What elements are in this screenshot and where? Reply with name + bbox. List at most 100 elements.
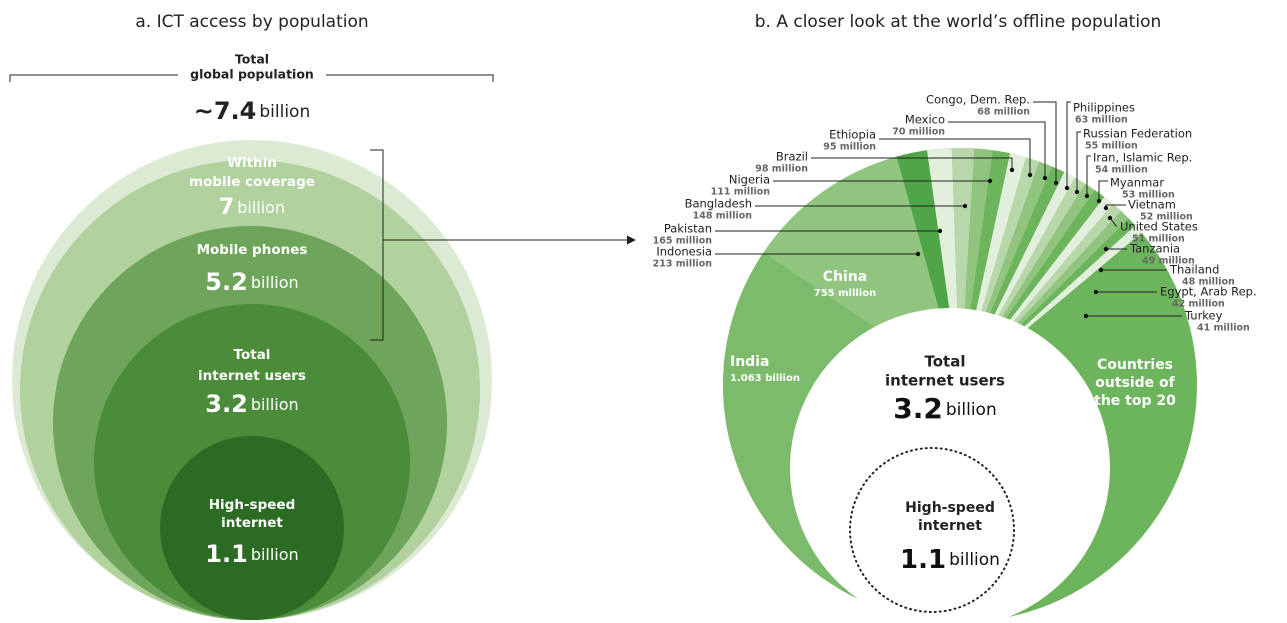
leader-dot: [915, 251, 921, 257]
country-value: 165 million: [653, 236, 713, 247]
figure-unit: billion: [251, 545, 299, 564]
country-value: 55 million: [1085, 141, 1138, 152]
bracket: [370, 149, 384, 341]
country-value: 213 million: [653, 259, 713, 270]
circle-label: mobile coverage: [189, 174, 315, 190]
arrow-head: [627, 235, 636, 245]
figure-value: 1.1: [900, 545, 946, 575]
leader-dot: [1074, 189, 1080, 195]
label: China: [823, 269, 867, 285]
leader-dot: [1083, 313, 1089, 319]
country-name: Bangladesh: [685, 197, 752, 211]
country-name: Russian Federation: [1083, 127, 1192, 141]
label: High-speed: [905, 500, 995, 516]
panel-title: a. ICT access by population: [135, 12, 368, 32]
leader-dot: [1042, 175, 1048, 181]
country-value: 98 million: [755, 164, 808, 175]
leader-dot: [1053, 180, 1059, 186]
label: 1.063 billion: [730, 373, 800, 384]
circle-label: internet: [221, 515, 283, 531]
country-name: Iran, Islamic Rep.: [1093, 151, 1192, 165]
circle-label: Mobile phones: [197, 242, 308, 258]
country-name: United States: [1120, 220, 1198, 234]
leader-line: [811, 157, 1013, 170]
label: 755 million: [814, 288, 876, 299]
highspeed-circle: [849, 447, 1015, 613]
figure: 1.1 billion: [205, 540, 298, 568]
country-value: 63 million: [1075, 115, 1128, 126]
country-name: Congo, Dem. Rep.: [926, 93, 1030, 107]
leader-dot: [962, 203, 968, 209]
leader-dot: [1107, 215, 1113, 221]
country-name: Mexico: [905, 113, 945, 127]
leader-dot: [1027, 172, 1033, 178]
figure-value: 5.2: [205, 268, 248, 296]
figure-value: ~7.4: [194, 97, 257, 125]
leader-line: [1098, 180, 1108, 201]
total-label: Total: [235, 52, 269, 67]
country-name: Philippines: [1073, 101, 1135, 115]
figure: 1.1 billion: [900, 545, 1000, 575]
label: Countries: [1097, 357, 1173, 373]
country-value: 54 million: [1095, 165, 1148, 176]
country-value: 95 million: [823, 142, 876, 153]
leader-dot: [1064, 185, 1070, 191]
leader-line: [1086, 155, 1091, 196]
figure: 7 billion: [219, 195, 285, 220]
figure-value: 3.2: [205, 390, 248, 418]
country-value: 111 million: [711, 187, 771, 198]
country-value: 41 million: [1197, 323, 1250, 334]
leader-line: [1066, 101, 1071, 188]
circle-label: internet users: [198, 368, 306, 384]
label: India: [730, 354, 769, 370]
country-value: 52 million: [1140, 212, 1193, 223]
leader-dot: [1093, 289, 1099, 295]
country-name: Myanmar: [1110, 176, 1164, 190]
label: outside of: [1095, 375, 1175, 391]
figure-unit: billion: [259, 102, 310, 122]
figure-unit: billion: [946, 400, 997, 420]
figure: 5.2 billion: [205, 268, 298, 296]
figure-value: 7: [219, 195, 234, 220]
country-value: 70 million: [892, 127, 945, 138]
country-name: Nigeria: [729, 173, 770, 187]
figure-value: 3.2: [893, 392, 943, 425]
figure-unit: billion: [949, 550, 1000, 570]
figure-value: 1.1: [205, 540, 248, 568]
country-value: 42 million: [1172, 299, 1225, 310]
label: Total: [925, 353, 966, 371]
country-name: Pakistan: [664, 222, 712, 236]
circle-label: Total: [234, 347, 271, 363]
country-value: 48 million: [1182, 277, 1235, 288]
leader-dot: [1098, 267, 1104, 273]
figure: 3.2 billion: [893, 392, 996, 425]
leader-dot: [1009, 167, 1015, 173]
figure-unit: billion: [251, 395, 299, 414]
country-value: 51 million: [1132, 234, 1185, 245]
country-name: Vietnam: [1128, 198, 1176, 212]
leader-dot: [1084, 193, 1090, 199]
leader-dot: [1103, 246, 1109, 252]
panel-title: b. A closer look at the world’s offline …: [755, 12, 1162, 32]
label: the top 20: [1094, 393, 1176, 409]
circle-label: High-speed: [209, 497, 295, 513]
leader-dot: [937, 228, 943, 234]
country-name: Brazil: [776, 150, 808, 164]
leader-dot: [1103, 205, 1109, 211]
segment: [951, 147, 975, 385]
bracket: [9, 74, 494, 82]
figure-unit: billion: [251, 273, 299, 292]
figure: ~7.4 billion: [194, 97, 310, 125]
leader-line: [879, 138, 1031, 175]
country-name: Tanzania: [1129, 242, 1180, 256]
country-name: Indonesia: [656, 245, 712, 259]
leader-line: [1033, 101, 1057, 183]
country-name: Egypt, Arab Rep.: [1160, 285, 1257, 299]
internet-circle: [790, 308, 1110, 623]
population-circle: [160, 436, 344, 620]
country-value: 53 million: [1122, 190, 1175, 201]
total-label: global population: [190, 67, 314, 82]
figure-unit: billion: [237, 198, 285, 217]
label: internet users: [885, 372, 1005, 390]
